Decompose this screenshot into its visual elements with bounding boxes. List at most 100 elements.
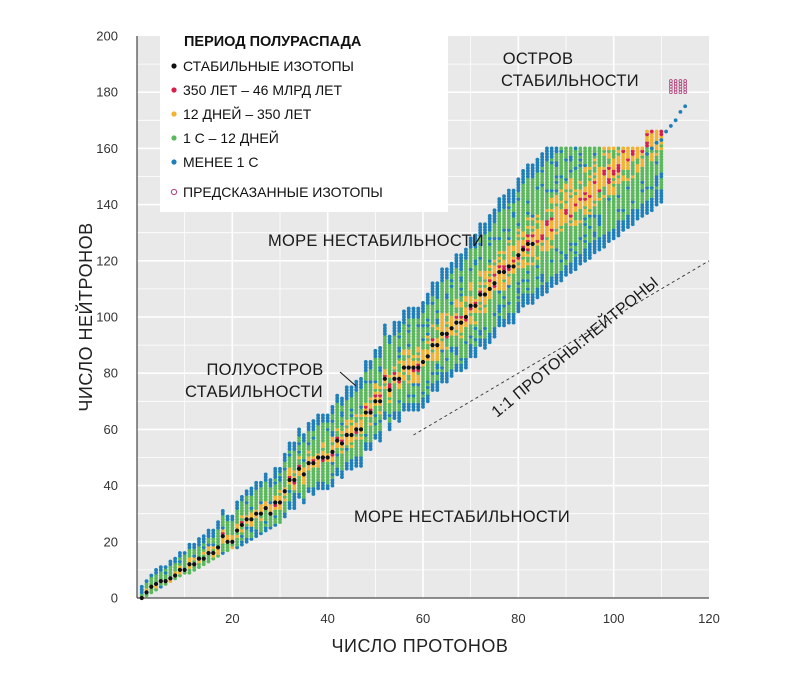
isotope-point xyxy=(654,138,659,142)
isotope-point xyxy=(287,452,292,457)
isotope-point xyxy=(263,480,268,485)
isotope-point xyxy=(340,452,344,457)
isotope-point xyxy=(387,343,392,347)
isotope-point xyxy=(464,306,468,311)
isotope-point xyxy=(392,407,397,412)
isotope-point xyxy=(502,247,506,252)
isotope-point xyxy=(521,205,525,210)
stable-isotope-point xyxy=(378,399,383,404)
isotope-point xyxy=(573,188,578,193)
isotope-point xyxy=(483,329,487,333)
isotope-point xyxy=(292,472,297,477)
isotope-point xyxy=(506,239,511,244)
isotope-point xyxy=(316,444,321,449)
isotope-point xyxy=(387,402,392,407)
isotope-point xyxy=(330,480,335,485)
isotope-point xyxy=(597,236,602,241)
isotope-point xyxy=(535,180,540,185)
isotope-point xyxy=(649,194,654,199)
isotope-point xyxy=(201,545,206,550)
isotope-point xyxy=(411,351,416,356)
stable-isotope-point xyxy=(158,579,163,584)
stable-isotope-point xyxy=(430,343,435,348)
isotope-point xyxy=(564,230,568,235)
isotope-point xyxy=(335,402,340,407)
isotope-point xyxy=(492,219,497,224)
isotope-point xyxy=(273,472,278,477)
isotope-point xyxy=(444,357,449,362)
isotope-point xyxy=(502,284,506,288)
isotope-point xyxy=(616,191,621,196)
isotope-point xyxy=(578,253,583,258)
isotope-point xyxy=(421,337,425,342)
isotope-point xyxy=(440,368,444,373)
isotope-point xyxy=(301,449,306,454)
isotope-point xyxy=(249,508,254,513)
isotope-point xyxy=(535,211,540,215)
isotope-point xyxy=(340,396,344,401)
isotope-point xyxy=(201,542,206,547)
isotope-point xyxy=(487,227,492,232)
isotope-point xyxy=(297,472,301,477)
isotope-point xyxy=(626,216,630,221)
isotope-point xyxy=(454,326,459,331)
isotope-point xyxy=(559,247,564,252)
isotope-point xyxy=(578,256,583,260)
isotope-point xyxy=(440,270,444,274)
isotope-point xyxy=(292,464,297,468)
isotope-point xyxy=(349,385,354,390)
isotope-point xyxy=(587,166,592,170)
isotope-point xyxy=(502,317,506,322)
isotope-point xyxy=(516,267,521,272)
isotope-point xyxy=(468,329,473,333)
isotope-point xyxy=(449,315,454,319)
isotope-point xyxy=(354,399,359,404)
isotope-point xyxy=(525,258,530,263)
isotope-point xyxy=(578,258,583,263)
isotope-point xyxy=(573,146,578,151)
isotope-point xyxy=(564,239,568,244)
isotope-point xyxy=(530,298,535,303)
isotope-point xyxy=(549,236,554,241)
isotope-point xyxy=(421,399,425,404)
isotope-point xyxy=(521,261,525,266)
isotope-point xyxy=(583,247,587,252)
isotope-point xyxy=(430,331,435,336)
isotope-point xyxy=(321,433,325,437)
isotope-point xyxy=(530,301,535,305)
isotope-point xyxy=(521,253,525,258)
isotope-point xyxy=(592,227,597,232)
isotope-point xyxy=(449,371,454,376)
isotope-point xyxy=(387,376,392,381)
stable-isotope-point xyxy=(220,534,225,539)
isotope-point xyxy=(459,346,464,350)
isotope-point xyxy=(440,348,444,353)
isotope-point xyxy=(497,287,502,291)
isotope-point xyxy=(430,298,435,303)
isotope-point xyxy=(292,494,297,499)
isotope-point xyxy=(406,379,411,384)
isotope-point xyxy=(587,185,592,190)
isotope-point xyxy=(645,138,649,142)
isotope-point xyxy=(464,346,468,350)
isotope-point xyxy=(382,396,387,401)
isotope-point xyxy=(430,365,435,370)
isotope-point xyxy=(559,244,564,249)
isotope-point xyxy=(378,368,382,373)
isotope-point xyxy=(540,272,545,277)
isotope-point xyxy=(587,197,592,201)
isotope-point xyxy=(511,298,516,303)
isotope-point xyxy=(540,284,545,288)
isotope-point xyxy=(321,464,325,468)
isotope-point xyxy=(511,239,516,244)
y-tick-label: 40 xyxy=(104,478,118,493)
isotope-point xyxy=(430,371,435,376)
isotope-point xyxy=(273,475,278,480)
y-tick-label: 0 xyxy=(111,591,118,606)
isotope-point xyxy=(497,306,502,311)
isotope-point xyxy=(535,183,540,187)
isotope-point xyxy=(592,171,597,176)
isotope-point xyxy=(487,292,492,297)
isotope-point xyxy=(649,174,654,179)
isotope-point xyxy=(397,410,402,415)
